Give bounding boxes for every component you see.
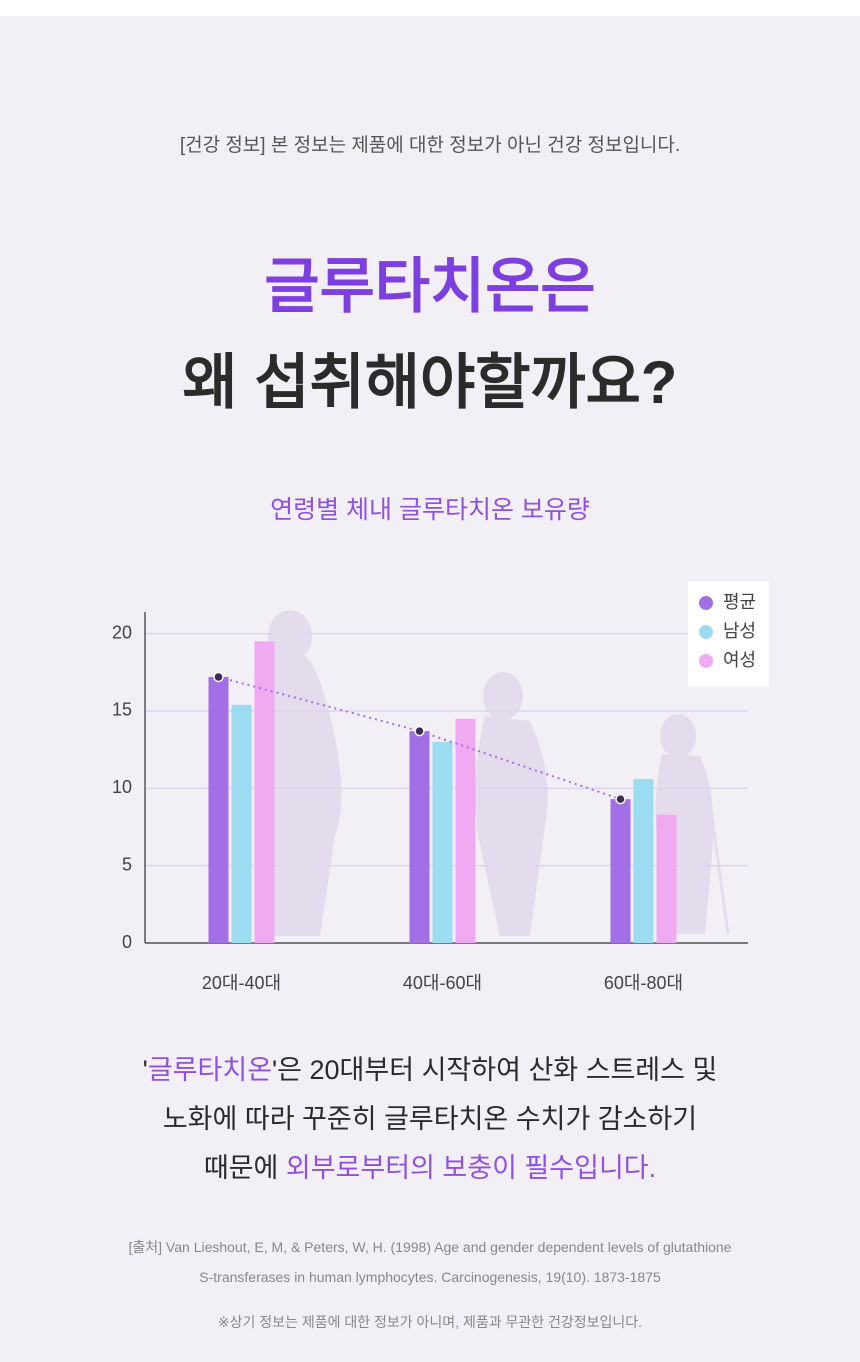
text-segment: 글루타치온 — [147, 1055, 273, 1085]
trend-point — [414, 725, 425, 737]
body-line: '글루타치온'은 20대부터 시작하여 산화 스트레스 및 — [0, 1046, 860, 1095]
panel: [건강 정보] 본 정보는 제품에 대한 정보가 아닌 건강 정보입니다. 글루… — [0, 16, 860, 1362]
footnote: ※상기 정보는 제품에 대한 정보가 아니며, 제품과 무관한 건강정보입니다. — [217, 1314, 643, 1330]
body-line: 때문에 외부로부터의 보충이 필수입니다. — [0, 1144, 860, 1193]
y-tick-label: 20 — [112, 622, 132, 642]
legend-label: 여성 — [723, 650, 756, 670]
legend-swatch — [699, 654, 713, 668]
headline: 왜 섭취해야할까요? — [182, 349, 678, 416]
trend-point — [615, 793, 626, 805]
source-line: [출처] Van Lieshout, E, M, & Peters, W, H.… — [128, 1239, 732, 1255]
text-segment: ' — [142, 1055, 148, 1085]
legend-label: 남성 — [723, 621, 756, 641]
bar — [208, 676, 229, 943]
headline: 글루타치온은 — [264, 253, 596, 320]
bar — [409, 731, 430, 943]
bar — [432, 741, 453, 943]
source-line: S-transferases in human lymphocytes. Car… — [199, 1269, 661, 1285]
y-tick-label: 5 — [122, 854, 132, 874]
bar — [231, 704, 252, 943]
trend-point — [213, 671, 224, 683]
trend-line — [218, 675, 621, 801]
body-line: 노화에 따라 꾸준히 글루타치온 수치가 감소하기 — [0, 1095, 860, 1144]
notice: [건강 정보] 본 정보는 제품에 대한 정보가 아닌 건강 정보입니다. — [179, 135, 681, 156]
legend-swatch — [699, 596, 713, 610]
source: [출처] Van Lieshout, E, M, & Peters, W, H.… — [0, 1232, 860, 1292]
text-segment: '은 20대부터 시작하여 산화 스트레스 및 — [272, 1055, 718, 1085]
bar — [455, 718, 476, 943]
bar — [610, 799, 631, 943]
y-tick-label: 15 — [112, 700, 132, 720]
bar — [656, 814, 677, 943]
bar — [254, 641, 275, 943]
text-segment: 노화에 따라 꾸준히 글루타치온 수치가 감소하기 — [162, 1104, 698, 1134]
x-tick-label: 40대-60대 — [403, 973, 482, 993]
legend-label: 평균 — [723, 592, 756, 612]
bar — [633, 779, 654, 943]
y-tick-label: 0 — [122, 932, 132, 952]
text-segment: 외부로부터의 보충이 필수입니다. — [285, 1153, 657, 1183]
x-tick-label: 20대-40대 — [202, 973, 281, 993]
text-segment: 때문에 — [203, 1153, 286, 1183]
y-tick-label: 10 — [112, 777, 132, 797]
chart-title: 연령별 체내 글루타치온 보유량 — [270, 496, 590, 524]
legend-swatch — [699, 625, 713, 639]
x-tick-label: 60대-80대 — [604, 973, 683, 993]
